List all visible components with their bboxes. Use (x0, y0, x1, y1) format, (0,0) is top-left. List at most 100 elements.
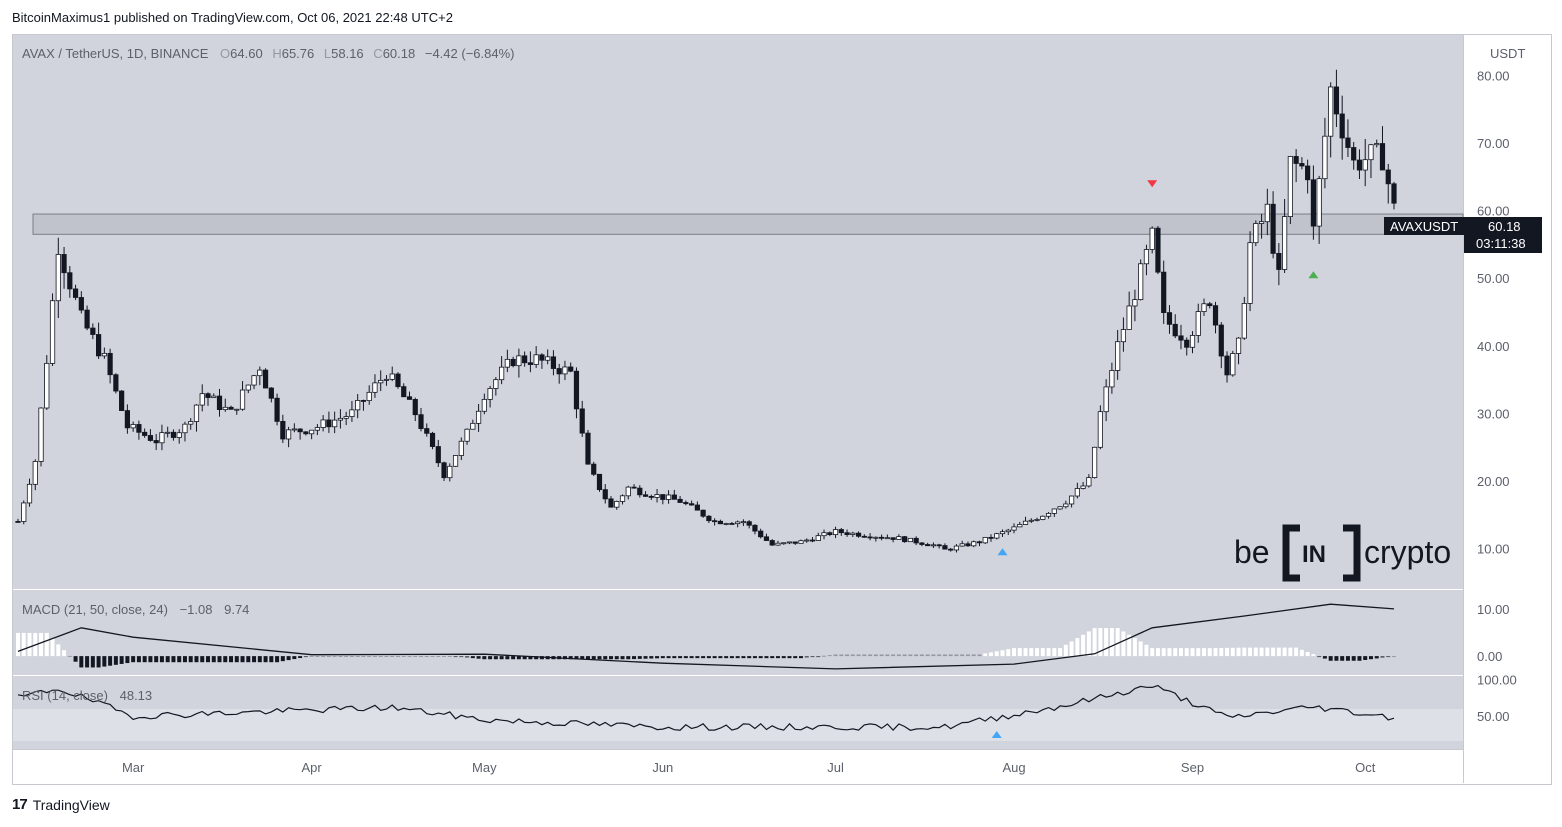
macd-bar (522, 656, 527, 660)
candle-body (890, 537, 896, 540)
candle-body (735, 521, 741, 525)
macd-bar (891, 654, 896, 657)
macd-bar (378, 655, 383, 657)
candle-body (366, 391, 372, 402)
candle-body (245, 384, 251, 391)
candle-body (1034, 519, 1040, 521)
candle-body (1195, 311, 1201, 336)
macd-value1: −1.08 (180, 602, 213, 617)
macd-bar (1098, 628, 1103, 657)
macd-bar (845, 654, 850, 657)
macd-bar (960, 654, 965, 657)
macd-bar (948, 654, 953, 657)
time-axis: Mar Apr May Jun Jul Aug Sep Oct (122, 760, 1376, 775)
candle-body (1011, 526, 1017, 531)
macd-bar (724, 656, 729, 659)
macd-bar (706, 656, 711, 659)
candle-body (1166, 312, 1173, 325)
candle-body (844, 532, 850, 535)
macd-bar (1046, 648, 1051, 657)
macd-bar (591, 656, 596, 660)
price-tick-label: 30.00 (1477, 406, 1510, 421)
candle-body (418, 414, 424, 429)
macd-bar (499, 656, 504, 660)
candle-body (815, 535, 821, 541)
macd-bar (649, 656, 654, 659)
macd-bar (453, 656, 458, 658)
candle-body (942, 545, 948, 550)
candle-body (740, 521, 747, 524)
candle-body (1126, 305, 1132, 330)
macd-value2: 9.74 (224, 602, 249, 617)
macd-bar (1363, 656, 1368, 660)
price-tick-label: 80.00 (1477, 69, 1510, 84)
macd-bar (666, 656, 671, 659)
rsi-label: RSI (14, close) (22, 688, 108, 703)
macd-bar (113, 656, 118, 665)
candle-body (1120, 329, 1127, 343)
resistance-zone (32, 213, 1464, 235)
macd-bar (701, 656, 706, 659)
macd-bar (1242, 647, 1247, 657)
macd-bar (1115, 628, 1120, 657)
price-axis-unit: USDT (1490, 46, 1525, 61)
candle-body (1247, 242, 1253, 304)
candle-body (873, 536, 879, 539)
candle-body (596, 473, 603, 491)
candle-body (953, 545, 960, 551)
candle-body (458, 440, 464, 456)
candle-body (107, 352, 113, 376)
macd-bar (125, 656, 130, 664)
macd-bar (177, 656, 182, 663)
candle-body (84, 309, 90, 329)
macd-bar (793, 656, 798, 659)
candle-body (383, 378, 390, 381)
macd-bar (655, 656, 660, 659)
time-tick-label: Sep (1181, 760, 1204, 775)
macd-bar (614, 656, 619, 660)
legend-high: 65.76 (282, 46, 315, 61)
macd-bar (1161, 648, 1166, 657)
macd-tick-label: 0.00 (1477, 649, 1502, 664)
macd-bar (67, 655, 72, 657)
macd-bar (1265, 647, 1270, 657)
candle-body (608, 498, 614, 508)
legend-change: −4.42 (−6.84%) (425, 46, 515, 61)
macd-bar (1132, 638, 1137, 657)
macd-bar (56, 644, 61, 657)
macd-bar (1109, 628, 1114, 657)
macd-bar (683, 656, 688, 659)
signal-markers (991, 180, 1319, 738)
macd-bar (62, 650, 67, 657)
macd-bar (603, 656, 608, 660)
watermark-crypto: crypto (1364, 534, 1451, 570)
time-tick-label: Jul (827, 760, 844, 775)
macd-bar (148, 656, 153, 663)
candle-body (1241, 303, 1247, 339)
macd-bar (574, 656, 579, 660)
candle-body (452, 455, 459, 467)
macd-bar (488, 656, 493, 660)
candle-body (867, 536, 873, 539)
candle-body (1299, 163, 1305, 167)
candle-body (827, 532, 833, 536)
candle-body (1132, 299, 1138, 307)
macd-bar (298, 656, 303, 659)
candle-body (239, 389, 246, 410)
macd-legend: MACD (21, 50, close, 24) −1.08 9.74 (22, 602, 249, 617)
price-tag (1464, 217, 1542, 253)
watermark-in: IN (1302, 541, 1326, 568)
candle-body (262, 369, 269, 389)
candle-body (1057, 506, 1063, 510)
legend-line: AVAX / TetherUS, 1D, BINANCE O64.60 H65.… (22, 46, 514, 61)
macd-bar (804, 656, 809, 658)
candle-body (309, 429, 315, 435)
macd-histogram (16, 628, 1396, 668)
macd-bar (1282, 647, 1287, 657)
macd-bar (1000, 650, 1005, 657)
candle-body (1028, 519, 1034, 522)
candle-body (211, 395, 217, 398)
candle-body (72, 288, 79, 298)
candle-body (850, 532, 856, 535)
macd-bar (718, 656, 723, 659)
